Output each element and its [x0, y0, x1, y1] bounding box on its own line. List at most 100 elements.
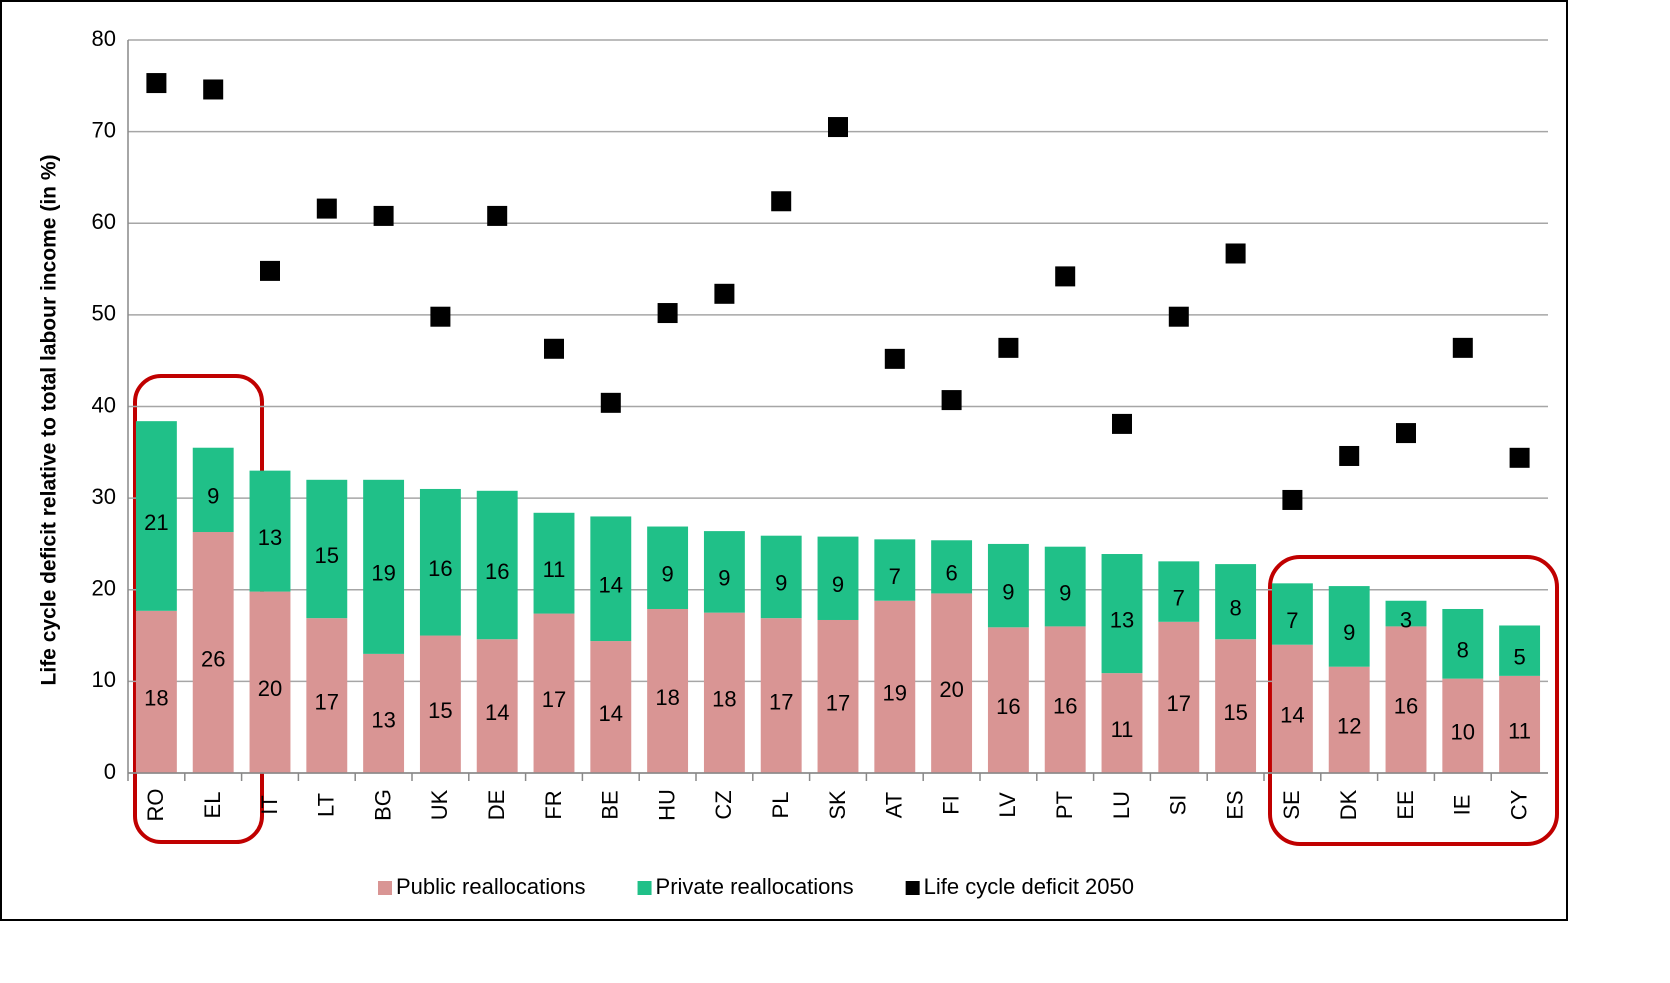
x-tick-label: LU: [1109, 791, 1134, 819]
data-label: 19: [371, 561, 395, 586]
x-tick-label: AT: [882, 792, 907, 818]
data-label: 18: [655, 685, 679, 710]
x-tick-label: UK: [427, 789, 452, 820]
marker: [1112, 413, 1132, 434]
bar-segment: [760, 535, 802, 619]
data-label: 9: [832, 572, 844, 597]
bar-segment: [533, 512, 575, 614]
data-label: 17: [769, 689, 793, 714]
bar-segment: [533, 613, 575, 773]
data-label: 20: [939, 677, 963, 702]
marker: [487, 205, 508, 226]
marker: [941, 390, 962, 411]
data-label: 14: [599, 573, 623, 598]
data-label: 7: [1286, 608, 1298, 633]
data-label: 26: [201, 646, 225, 671]
x-tick-label: CY: [1506, 789, 1531, 820]
bar-segment: [1044, 546, 1086, 627]
x-tick-label: FI: [938, 795, 963, 815]
y-tick-label: 80: [92, 26, 116, 51]
bar-segment: [1385, 600, 1427, 627]
data-label: 15: [315, 543, 339, 568]
x-tick-label: SI: [1166, 795, 1191, 816]
bar-segment: [760, 618, 802, 773]
data-label: 12: [1337, 714, 1361, 739]
marker: [316, 198, 337, 219]
x-tick-label: DK: [1336, 789, 1361, 820]
y-tick-label: 60: [92, 209, 116, 234]
bar-segment: [817, 536, 859, 620]
marker: [771, 191, 792, 212]
bar-segment: [1215, 639, 1257, 773]
x-tick-label: IE: [1450, 795, 1475, 816]
x-tick-label: HU: [654, 789, 679, 821]
bar-segment: [363, 479, 405, 654]
x-tick-label: LT: [314, 793, 339, 817]
data-label: 14: [485, 700, 509, 725]
data-label: 19: [883, 681, 907, 706]
data-label: 9: [207, 484, 219, 509]
marker: [1055, 266, 1076, 287]
data-label: 3: [1400, 607, 1412, 632]
bar-segment: [1271, 644, 1313, 773]
bar-segment: [135, 610, 177, 773]
marker: [373, 205, 394, 226]
bar-segment: [1442, 608, 1484, 679]
data-label: 18: [712, 687, 736, 712]
bar-segment: [135, 421, 177, 611]
data-label: 16: [428, 556, 452, 581]
bar-segment: [419, 635, 461, 773]
data-label: 9: [1343, 620, 1355, 645]
marker: [544, 338, 564, 359]
bar-segment: [931, 593, 973, 773]
bar-segment: [476, 639, 518, 773]
bar-segment: [476, 490, 518, 640]
bar-segment: [1215, 564, 1257, 640]
frame: [0, 0, 1568, 921]
data-label: 9: [1002, 579, 1014, 604]
legend-swatch: [905, 881, 920, 895]
data-label: 14: [599, 701, 623, 726]
legend-label: Life cycle deficit 2050: [924, 874, 1134, 899]
bar-segment: [363, 653, 405, 773]
data-label: 17: [315, 689, 339, 714]
data-label: 15: [428, 698, 452, 723]
highlight-box: [1268, 555, 1559, 846]
data-label: 10: [1451, 720, 1475, 745]
marker: [998, 337, 1019, 358]
marker: [1509, 447, 1530, 468]
bar-segment: [874, 600, 916, 773]
y-axis-label: Life cycle deficit relative to total lab…: [38, 155, 61, 686]
data-label: 15: [1223, 700, 1247, 725]
data-label: 9: [775, 571, 787, 596]
x-tick-label: RO: [143, 789, 168, 822]
bar-segment: [703, 531, 745, 613]
data-label: 13: [1110, 607, 1134, 632]
bar-segment: [1328, 586, 1370, 667]
bar-segment: [1271, 583, 1313, 645]
y-tick-label: 40: [92, 392, 116, 417]
marker: [884, 348, 905, 369]
marker: [430, 306, 451, 327]
data-label: 8: [1457, 638, 1469, 663]
bar-segment: [703, 612, 745, 773]
data-label: 7: [889, 564, 901, 589]
data-label: 9: [718, 566, 730, 591]
marker: [1339, 445, 1360, 466]
x-tick-label: BE: [598, 790, 623, 819]
bar-segment: [1158, 621, 1200, 773]
data-label: 5: [1513, 644, 1525, 669]
bar-segment: [1044, 626, 1086, 773]
bar-segment: [1385, 626, 1427, 773]
y-tick-label: 0: [104, 759, 116, 784]
x-tick-label: DE: [484, 790, 509, 821]
x-tick-label: SE: [1279, 790, 1304, 819]
x-tick-label: PL: [768, 792, 793, 819]
data-label: 8: [1229, 595, 1241, 620]
marker: [203, 79, 224, 100]
bar-segment: [1499, 625, 1541, 676]
bar-segment: [192, 532, 234, 773]
data-label: 6: [945, 561, 957, 586]
data-label: 7: [1173, 585, 1185, 610]
